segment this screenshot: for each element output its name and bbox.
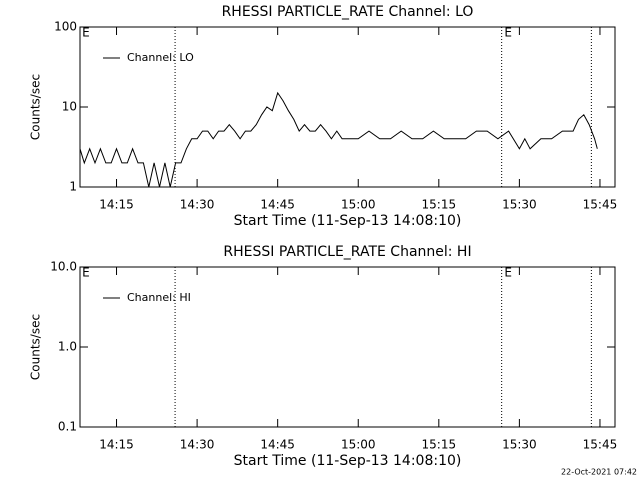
y-tick-label: 0.1 xyxy=(58,420,77,434)
y-tick-label: 10 xyxy=(62,100,77,114)
y-tick-label: 1 xyxy=(69,180,77,194)
x-tick-label: 14:45 xyxy=(260,438,295,452)
y-tick-label: 100 xyxy=(54,20,77,34)
x-tick-label: 14:15 xyxy=(99,438,134,452)
x-tick-label: 15:30 xyxy=(502,198,537,212)
x-tick-label: 15:30 xyxy=(502,438,537,452)
annotation: E xyxy=(504,266,512,280)
x-axis-label: Start Time (11-Sep-13 14:08:10) xyxy=(234,213,462,229)
x-tick-label: 14:30 xyxy=(180,198,215,212)
x-axis-label: Start Time (11-Sep-13 14:08:10) xyxy=(234,453,462,469)
y-tick-label: 10.0 xyxy=(50,260,77,274)
annotation: E xyxy=(82,266,90,280)
x-tick-label: 15:00 xyxy=(341,198,376,212)
x-tick-label: 15:45 xyxy=(583,438,618,452)
x-tick-label: 15:15 xyxy=(422,438,457,452)
y-tick-label: 1.0 xyxy=(58,340,77,354)
legend-label: Channel: HI xyxy=(127,291,191,304)
x-tick-label: 15:00 xyxy=(341,438,376,452)
data-line xyxy=(79,91,598,188)
x-tick-label: 15:45 xyxy=(583,198,618,212)
x-tick-label: 14:45 xyxy=(260,198,295,212)
y-axis-label: Counts/sec xyxy=(29,74,43,140)
footer: 22-Oct-2021 07:42 xyxy=(561,468,637,477)
x-tick-label: 15:15 xyxy=(422,198,457,212)
annotation: E xyxy=(82,26,90,40)
y-axis-label: Counts/sec xyxy=(29,314,43,380)
x-tick-label: 14:15 xyxy=(99,198,134,212)
chart-title: RHESSI PARTICLE_RATE Channel: HI xyxy=(223,244,471,260)
x-tick-label: 14:30 xyxy=(180,438,215,452)
chart-title: RHESSI PARTICLE_RATE Channel: LO xyxy=(222,4,474,20)
legend-label: Channel: LO xyxy=(127,51,194,64)
annotation: E xyxy=(504,26,512,40)
